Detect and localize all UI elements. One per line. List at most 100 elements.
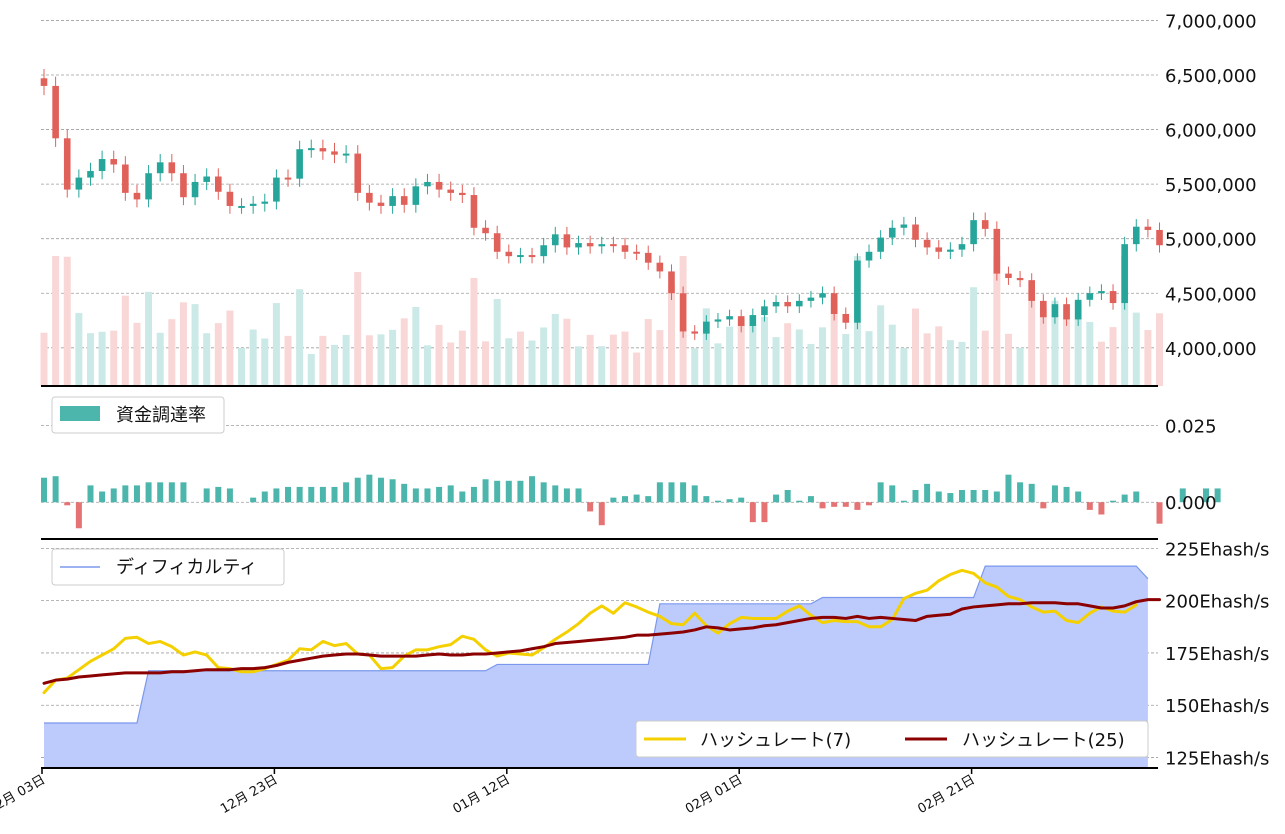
volume-bar [52,256,60,386]
funding-bar [1133,491,1140,503]
candle-body [610,244,617,247]
funding-bar [819,502,826,509]
volume-bar [296,289,304,386]
funding-bar [273,488,280,503]
funding-bar [529,476,536,503]
volume-bar [877,305,885,386]
volume-bar [1028,290,1036,386]
volume-bar [412,306,420,386]
funding-bar [784,489,791,503]
candle-body [947,249,954,252]
funding-bar [796,500,803,503]
volume-bar [714,343,722,386]
volume-bar [807,343,815,386]
volume-bar [75,313,83,386]
difficulty-legend-label: ディフィカルティ [116,557,257,578]
volume-bar [923,333,931,386]
candle-body [668,271,675,294]
funding-bar [110,488,117,503]
price-tick-label: 6,000,000 [1165,121,1257,142]
candle-body [470,195,478,228]
funding-bar [680,482,687,503]
candle-body [447,189,454,193]
volume-bar [1039,307,1047,386]
funding-bar [401,483,408,503]
funding-bar [424,488,431,503]
volume-bar [784,323,792,386]
candle-body [923,239,931,248]
volume-bar [1132,312,1140,386]
funding-bar [668,482,675,503]
candle-body [737,316,745,326]
volume-bar [482,341,490,386]
candle-body [633,251,640,254]
difficulty-fill [44,566,1148,768]
volume-bar [354,272,362,386]
x-tick-label: 01月 12日 [451,772,513,817]
hashrate-lines [42,568,1162,695]
candle-body [703,321,710,334]
funding-bar [540,482,547,503]
hashrate-tick-label: 200Ehash/s [1165,592,1269,613]
candle-body [296,149,303,179]
volume-bar [226,310,234,386]
candle-body [970,220,977,245]
candle-body [726,316,733,320]
hashrate-tick-label: 175Ehash/s [1165,644,1269,665]
volume-bar [795,329,803,386]
volume-bar [156,332,164,386]
candle-body [842,313,850,323]
candle-body [354,153,362,193]
funding-bar [900,500,907,503]
volume-bar [1063,305,1071,386]
candle-body [40,78,48,86]
hashrate-tick-label: 150Ehash/s [1165,696,1269,717]
funding-bar [598,502,605,526]
funding-bar [133,485,140,503]
candle-body [1144,226,1152,230]
volume-bar [249,329,257,386]
volume-bar [1144,330,1152,386]
funding-bar [1017,482,1024,503]
funding-bar [1179,488,1186,503]
candle-body [691,331,699,334]
volume-bar [993,256,1001,386]
volume-bar [191,304,199,386]
candle-body [412,186,420,205]
x-axis: 12月 03日 12月 23日 01月 12日 02月 01日 02月 21日 [0,768,978,817]
candle-body [180,173,187,198]
funding-bar [412,488,419,503]
funding-bar [1063,486,1070,503]
price-tick-label: 4,500,000 [1165,284,1257,305]
volume-bar [63,256,71,386]
candle-body [63,138,71,190]
candle-body [575,243,582,248]
candle-body [284,177,292,180]
candle-body [517,255,524,258]
funding-bar [64,502,71,506]
funding-tick-label: 0.025 [1165,417,1217,438]
funding-bar [203,488,210,503]
volume-bar [400,318,408,386]
volume-bar [1086,321,1094,386]
price-panel: 4,000,000 4,500,000 5,000,000 5,500,000 6,00… [40,11,1257,387]
candle-body [238,205,245,208]
volume-bar [528,340,536,386]
volume-bar [935,326,943,386]
candle-body [586,243,594,247]
candle-body [865,251,873,261]
volume-bar [819,327,827,386]
volume-bar [586,334,594,386]
volume-bar [865,331,873,386]
funding-bar [1110,500,1117,503]
hashrate25-legend-label: ハッシュレート(25) [962,730,1125,751]
funding-bar [459,491,466,503]
volume-bar [749,324,757,386]
volume-bar [691,348,699,386]
volume-bar [830,296,838,386]
candle-body [1040,300,1047,318]
volume-bar [1097,341,1105,386]
hashrate-panel: 125Ehash/s 150Ehash/s 175Ehash/s 200Ehash/s… [41,539,1269,770]
volume-bar [1004,333,1012,386]
